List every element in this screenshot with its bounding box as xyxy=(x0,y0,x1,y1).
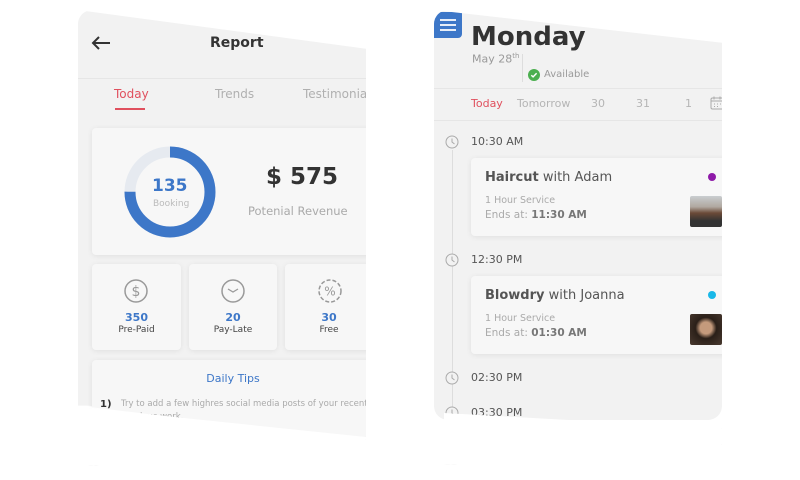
slot-time: 12:30 PM xyxy=(471,253,523,266)
service-duration: 1 Hour Service xyxy=(485,195,556,206)
date-text: May 28 xyxy=(472,52,513,66)
stat-label: Pay-Late xyxy=(213,325,253,335)
clock-icon xyxy=(221,279,245,303)
service-name: Haircut xyxy=(485,170,539,185)
clock-icon xyxy=(445,135,459,149)
tip-number: 1) xyxy=(100,399,112,410)
booking-donut xyxy=(124,146,216,238)
date-tab-1[interactable]: 1 xyxy=(685,97,692,110)
slot-time: 02:30 PM xyxy=(471,371,523,384)
tab-trends[interactable]: Trends xyxy=(215,87,255,101)
day-title: Monday xyxy=(471,22,586,52)
stat-card-paylate: 20 Pay-Late xyxy=(189,264,277,350)
menu-button[interactable] xyxy=(434,12,462,38)
svg-text:$: $ xyxy=(132,284,141,300)
status-dot xyxy=(708,173,716,181)
booking-count: 135 xyxy=(152,176,188,196)
appointment-title: Blowdry with Joanna xyxy=(485,288,625,303)
slot-time: 10:30 AM xyxy=(471,135,524,148)
stat-value: 350 xyxy=(125,311,148,324)
revenue-value: $ 575 xyxy=(266,164,339,190)
booking-label: Booking xyxy=(153,199,190,209)
stat-label: Pre-Paid xyxy=(118,325,155,335)
ends-label: Ends at: xyxy=(485,209,528,221)
summary-card: 135 Booking $ 575 Potenial Revenue xyxy=(92,128,366,255)
date-label: May 28th xyxy=(472,52,519,66)
stat-value: 30 xyxy=(321,311,337,324)
timeline-line xyxy=(452,150,453,420)
service-duration: 1 Hour Service xyxy=(485,313,556,324)
appointment-card[interactable]: Blowdry with Joanna 1 Hour Service Ends … xyxy=(471,276,722,354)
avatar xyxy=(690,314,722,345)
stat-label: Free xyxy=(319,325,339,335)
schedule-paper-front xyxy=(444,413,722,465)
appointment-title: Haircut with Adam xyxy=(485,170,612,185)
hamburger-icon xyxy=(440,19,456,31)
booking-progress-arc xyxy=(124,146,216,238)
percent-badge-icon: % xyxy=(318,279,342,303)
date-suffix: th xyxy=(512,52,520,60)
stat-card-prepaid: $ 350 Pre-Paid xyxy=(92,264,181,350)
tab-today[interactable]: Today xyxy=(114,87,149,101)
clock-icon xyxy=(445,371,459,385)
clock-icon xyxy=(445,253,459,267)
schedule-screen: Monday May 28th Available Today Tomorrow… xyxy=(434,10,722,420)
date-tab-30[interactable]: 30 xyxy=(591,97,605,110)
tab-testimonials[interactable]: Testimonials xyxy=(303,87,366,101)
daily-tips-title: Daily Tips xyxy=(206,372,260,385)
appointment-card[interactable]: Haircut with Adam 1 Hour Service Ends at… xyxy=(471,158,722,236)
end-time: Ends at: 11:30 AM xyxy=(485,209,587,221)
back-arrow-icon[interactable] xyxy=(91,35,111,51)
staff-name: with Joanna xyxy=(548,288,625,303)
service-name: Blowdry xyxy=(485,288,545,303)
svg-text:%: % xyxy=(324,285,335,299)
tip-text: Try to add a few highres social media po… xyxy=(121,399,366,409)
stat-card-free: % 30 Free xyxy=(285,264,366,350)
date-tab-today[interactable]: Today xyxy=(471,97,503,110)
calendar-icon[interactable] xyxy=(710,96,722,110)
date-tab-tomorrow[interactable]: Tomorrow xyxy=(517,97,571,110)
staff-name: with Adam xyxy=(542,170,613,185)
ends-value: 11:30 AM xyxy=(531,209,587,221)
divider xyxy=(522,54,523,82)
dollar-icon: $ xyxy=(124,279,148,303)
page-title: Report xyxy=(210,35,264,51)
date-tab-31[interactable]: 31 xyxy=(636,97,650,110)
status-dot xyxy=(708,291,716,299)
end-time: Ends at: 01:30 AM xyxy=(485,327,587,339)
check-circle-icon xyxy=(528,69,540,81)
stat-value: 20 xyxy=(225,311,241,324)
revenue-label: Potenial Revenue xyxy=(248,204,348,218)
ends-label: Ends at: xyxy=(485,327,528,339)
active-tab-underline xyxy=(115,108,145,110)
availability-status: Available xyxy=(544,69,590,80)
avatar xyxy=(690,196,722,227)
ends-value: 01:30 AM xyxy=(531,327,587,339)
